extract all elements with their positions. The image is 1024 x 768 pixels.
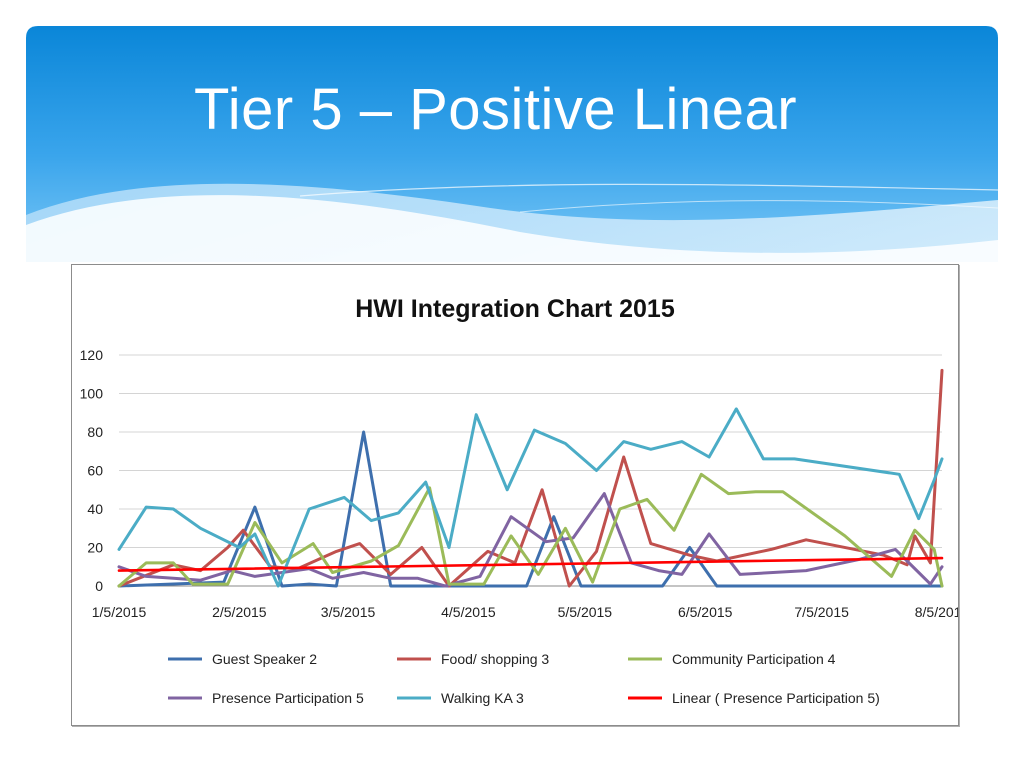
y-tick-label: 40 <box>87 501 103 517</box>
series-lines <box>117 368 944 588</box>
x-tick-label: 7/5/2015 <box>794 604 849 620</box>
legend-entry: Guest Speaker 2 <box>212 651 317 667</box>
legend-entry: Presence Participation 5 <box>212 690 364 706</box>
x-tick-label: 2/5/2015 <box>212 604 267 620</box>
x-tick-label: 1/5/2015 <box>92 604 147 620</box>
x-tick-label: 5/5/2015 <box>558 604 613 620</box>
y-tick-label: 100 <box>80 386 104 402</box>
y-tick-label: 60 <box>87 463 103 479</box>
axes: 0 20 40 60 80 100 120 1/5/2015 2/5/2015 3/5/2015 4… <box>80 347 958 620</box>
series-line <box>117 368 944 588</box>
x-tick-label: 8/5/2015 <box>915 604 958 620</box>
x-tick-label: 3/5/2015 <box>321 604 376 620</box>
chart-title: HWI Integration Chart 2015 <box>355 295 675 323</box>
legend-entry: Community Participation 4 <box>672 651 836 667</box>
y-tick-label: 120 <box>80 347 104 363</box>
header-banner <box>26 26 999 280</box>
series-line <box>117 556 944 572</box>
y-tick-label: 20 <box>87 540 103 556</box>
legend-entry: Walking KA 3 <box>441 690 524 706</box>
series-line <box>117 407 944 588</box>
chart-frame: HWI Integration Chart 2015 0 20 40 60 80 100 1… <box>71 264 959 726</box>
series-line <box>117 472 944 588</box>
y-tick-label: 0 <box>95 578 103 594</box>
x-tick-label: 4/5/2015 <box>441 604 496 620</box>
series-line <box>117 492 944 588</box>
legend-entry: Linear ( Presence Participation 5) <box>672 690 880 706</box>
legend-entry: Food/ shopping 3 <box>441 651 549 667</box>
y-tick-label: 80 <box>87 424 103 440</box>
x-tick-label: 6/5/2015 <box>678 604 733 620</box>
legend: Guest Speaker 2 Food/ shopping 3 Community… <box>168 651 880 706</box>
line-chart: HWI Integration Chart 2015 0 20 40 60 80 100 1… <box>80 295 958 706</box>
slide-title: Tier 5 – Positive Linear <box>194 77 798 142</box>
